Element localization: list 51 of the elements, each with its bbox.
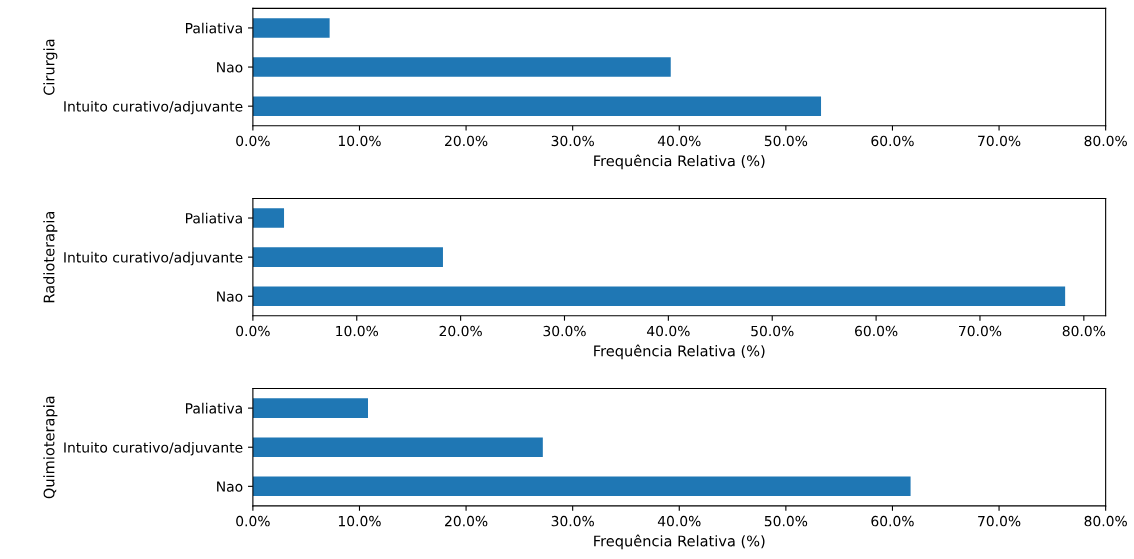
y-tick-label: Nao (217, 62, 243, 73)
bar (252, 247, 443, 267)
x-tick-label: 30.0% (551, 515, 594, 527)
x-tick-label: 60.0% (871, 135, 914, 147)
bar (252, 57, 671, 77)
x-tick-label: 10.0% (338, 135, 381, 147)
x-tick-label: 40.0% (646, 325, 690, 337)
x-tick-label: 70.0% (959, 325, 1002, 337)
bar (252, 398, 369, 418)
x-tick-label: 50.0% (751, 325, 794, 337)
x-tick-label: 10.0% (336, 325, 379, 337)
y-axis-title: Radioterapia (43, 212, 58, 303)
x-tick-label: 50.0% (764, 515, 808, 527)
x-tick-label: 60.0% (871, 515, 914, 527)
bar (252, 96, 822, 116)
x-tick-label: 70.0% (978, 515, 1021, 527)
x-tick-label: 50.0% (764, 135, 808, 147)
y-tick-label: Paliativa (186, 402, 242, 414)
x-axis-title: Frequência Relativa (%) (594, 154, 765, 170)
x-tick-label: 0.0% (236, 515, 270, 527)
x-tick-label: 0.0% (236, 135, 270, 147)
y-tick-label: Intuito curativo/adjuvante (64, 441, 243, 456)
x-tick-label: 60.0% (855, 325, 898, 337)
x-tick-label: 80.0% (1062, 325, 1106, 337)
x-tick-label: 20.0% (439, 325, 482, 337)
y-tick-label: Intuito curativo/adjuvante (64, 251, 243, 266)
bar (252, 208, 285, 228)
bar (252, 286, 1066, 307)
y-tick-label: Nao (217, 481, 243, 492)
x-tick-label: 20.0% (445, 135, 488, 147)
x-tick-label: 80.0% (1084, 135, 1127, 147)
x-tick-label: 70.0% (978, 135, 1021, 147)
x-tick-label: 10.0% (338, 515, 381, 527)
y-tick-label: Paliativa (186, 212, 242, 224)
x-axis-title: Frequência Relativa (%) (594, 344, 765, 360)
bar (252, 18, 330, 38)
y-axis-title: Cirurgia (43, 39, 58, 95)
x-tick-label: 0.0% (236, 325, 270, 337)
x-tick-label: 40.0% (657, 135, 701, 147)
y-tick-label: Intuito curativo/adjuvante (64, 100, 243, 115)
bar (252, 437, 543, 457)
x-tick-label: 30.0% (543, 325, 586, 337)
y-tick-label: Nao (217, 291, 243, 302)
bar (252, 476, 911, 497)
y-tick-label: Paliativa (186, 22, 242, 34)
x-tick-label: 40.0% (657, 515, 701, 527)
x-tick-label: 20.0% (445, 515, 488, 527)
x-tick-label: 80.0% (1084, 515, 1127, 527)
y-axis-title: Quimioterapia (43, 396, 58, 499)
x-tick-label: 30.0% (551, 135, 594, 147)
x-axis-title: Frequência Relativa (%) (594, 534, 765, 550)
